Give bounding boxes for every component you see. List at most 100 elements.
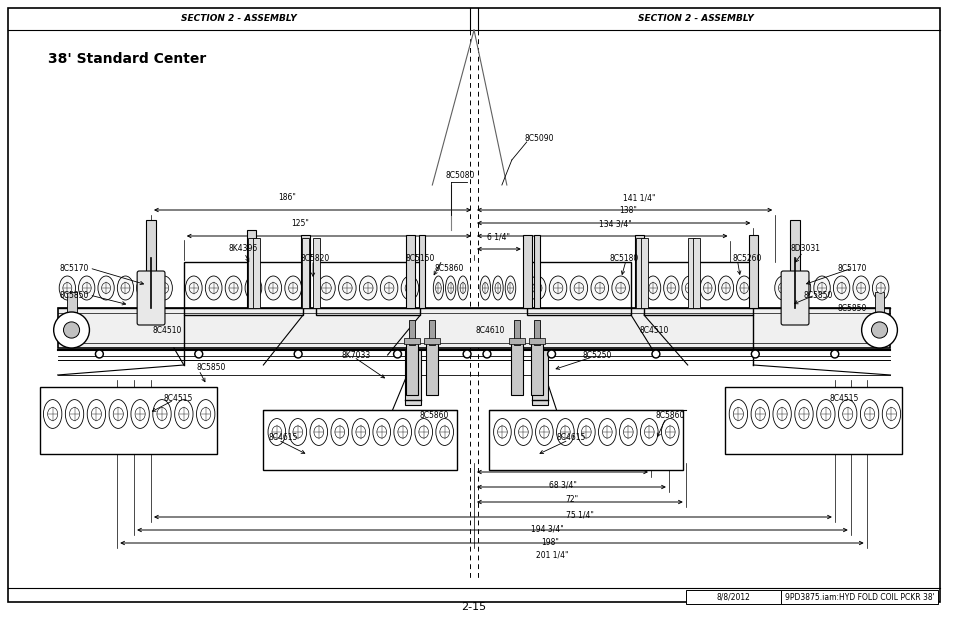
Ellipse shape bbox=[852, 276, 868, 300]
Ellipse shape bbox=[497, 426, 507, 438]
Bar bbox=[640, 238, 647, 308]
Ellipse shape bbox=[131, 400, 150, 428]
Bar bbox=[313, 238, 319, 308]
Ellipse shape bbox=[380, 276, 397, 300]
Ellipse shape bbox=[439, 426, 449, 438]
Ellipse shape bbox=[774, 276, 790, 300]
Text: 8/8/2012: 8/8/2012 bbox=[716, 593, 750, 601]
Ellipse shape bbox=[401, 276, 418, 300]
Ellipse shape bbox=[645, 276, 660, 300]
Ellipse shape bbox=[335, 426, 344, 438]
Ellipse shape bbox=[574, 282, 583, 294]
Ellipse shape bbox=[135, 407, 145, 420]
Text: 8C5180: 8C5180 bbox=[609, 253, 638, 263]
Ellipse shape bbox=[856, 282, 864, 294]
Circle shape bbox=[95, 350, 103, 358]
Ellipse shape bbox=[665, 426, 675, 438]
Circle shape bbox=[53, 312, 90, 348]
Bar bbox=[57, 308, 889, 348]
Bar bbox=[426, 340, 437, 395]
Ellipse shape bbox=[702, 282, 711, 294]
Circle shape bbox=[97, 352, 102, 357]
Text: 8C4515: 8C4515 bbox=[164, 394, 193, 402]
Bar bbox=[636, 238, 642, 308]
Bar bbox=[253, 238, 260, 308]
Ellipse shape bbox=[196, 400, 214, 428]
Circle shape bbox=[870, 322, 886, 338]
Circle shape bbox=[194, 350, 203, 358]
Ellipse shape bbox=[289, 418, 306, 446]
Ellipse shape bbox=[740, 282, 747, 294]
Text: 8C5860: 8C5860 bbox=[656, 410, 684, 420]
Text: 72": 72" bbox=[564, 495, 578, 504]
Bar bbox=[406, 235, 415, 308]
Ellipse shape bbox=[268, 418, 285, 446]
Ellipse shape bbox=[718, 276, 733, 300]
Bar bbox=[404, 338, 420, 344]
Ellipse shape bbox=[121, 282, 130, 294]
Bar bbox=[429, 320, 435, 345]
Bar bbox=[692, 238, 699, 308]
Circle shape bbox=[482, 350, 491, 358]
Bar bbox=[406, 340, 418, 395]
Circle shape bbox=[196, 352, 201, 357]
Ellipse shape bbox=[185, 276, 202, 300]
Text: 8C4610: 8C4610 bbox=[475, 326, 504, 334]
Ellipse shape bbox=[288, 282, 297, 294]
Ellipse shape bbox=[384, 282, 394, 294]
Text: 8C4515: 8C4515 bbox=[829, 394, 859, 402]
Circle shape bbox=[295, 352, 300, 357]
Text: 6 1/4": 6 1/4" bbox=[487, 232, 510, 241]
Ellipse shape bbox=[535, 418, 553, 446]
Ellipse shape bbox=[157, 407, 167, 420]
Text: 8C4615: 8C4615 bbox=[556, 433, 585, 441]
Bar bbox=[263, 410, 456, 470]
Text: 8D3031: 8D3031 bbox=[789, 243, 820, 253]
Ellipse shape bbox=[528, 276, 545, 300]
Text: 8C5150: 8C5150 bbox=[405, 253, 435, 263]
Bar bbox=[489, 410, 682, 470]
Ellipse shape bbox=[838, 400, 856, 428]
Ellipse shape bbox=[113, 407, 123, 420]
Text: 8C5260: 8C5260 bbox=[732, 253, 761, 263]
Ellipse shape bbox=[816, 400, 834, 428]
Text: 201 1/4": 201 1/4" bbox=[535, 551, 568, 560]
Ellipse shape bbox=[553, 282, 562, 294]
Bar bbox=[510, 340, 522, 395]
Bar bbox=[748, 235, 758, 308]
Text: 8K7033: 8K7033 bbox=[341, 350, 371, 360]
Circle shape bbox=[751, 350, 759, 358]
Circle shape bbox=[64, 322, 79, 338]
Bar bbox=[405, 350, 421, 405]
Ellipse shape bbox=[797, 282, 806, 294]
Ellipse shape bbox=[556, 418, 574, 446]
Bar bbox=[248, 238, 255, 308]
Ellipse shape bbox=[616, 282, 625, 294]
Ellipse shape bbox=[681, 276, 697, 300]
Ellipse shape bbox=[436, 282, 441, 294]
Ellipse shape bbox=[59, 276, 75, 300]
Text: 125": 125" bbox=[291, 219, 309, 228]
Bar bbox=[789, 220, 800, 308]
FancyBboxPatch shape bbox=[137, 271, 165, 325]
Bar bbox=[514, 320, 519, 345]
Ellipse shape bbox=[249, 282, 257, 294]
Ellipse shape bbox=[44, 400, 62, 428]
Ellipse shape bbox=[798, 407, 808, 420]
Ellipse shape bbox=[660, 418, 679, 446]
Ellipse shape bbox=[91, 407, 101, 420]
Ellipse shape bbox=[644, 426, 654, 438]
Ellipse shape bbox=[493, 418, 511, 446]
Text: 8C5860: 8C5860 bbox=[419, 410, 449, 420]
Circle shape bbox=[831, 352, 837, 357]
Ellipse shape bbox=[602, 426, 612, 438]
Ellipse shape bbox=[794, 400, 812, 428]
Text: 134 3/4": 134 3/4" bbox=[598, 219, 631, 228]
Ellipse shape bbox=[359, 276, 376, 300]
Bar bbox=[874, 292, 883, 314]
Circle shape bbox=[651, 350, 659, 358]
Text: 8C5090: 8C5090 bbox=[524, 133, 554, 143]
Ellipse shape bbox=[539, 426, 549, 438]
Ellipse shape bbox=[63, 282, 71, 294]
Ellipse shape bbox=[595, 282, 604, 294]
